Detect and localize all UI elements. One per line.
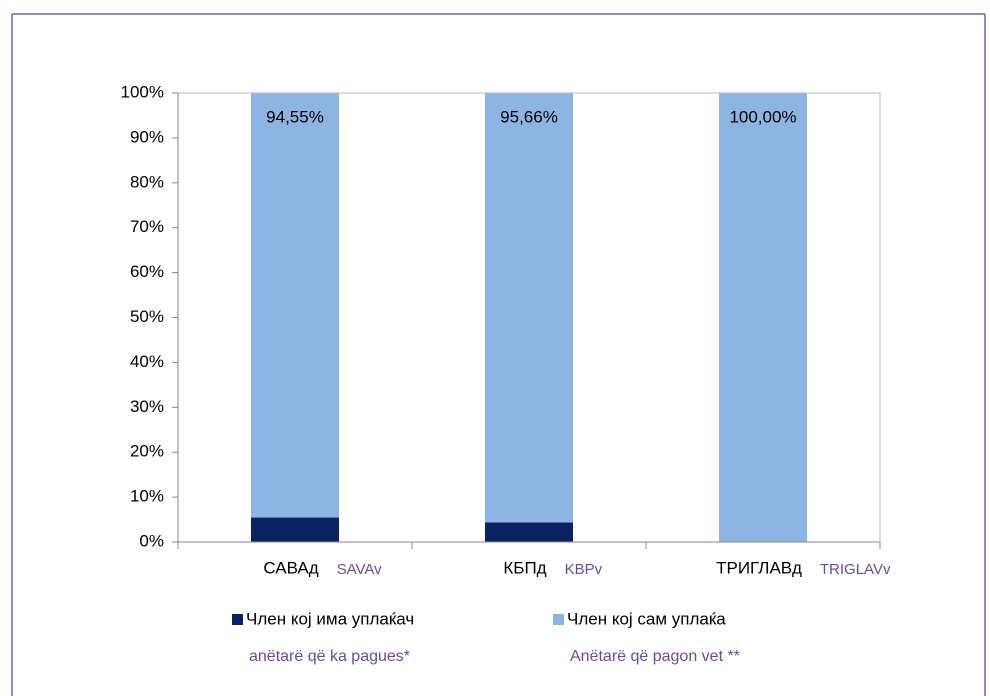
y-tick-label: 100%	[121, 82, 164, 101]
legend-label: Член кој сам уплаќа	[567, 609, 726, 628]
y-tick-label: 10%	[130, 487, 164, 506]
legend-translation: Anëtarë që pagon vet **	[570, 648, 740, 665]
x-tick-label: ТРИГЛАВд	[716, 558, 802, 577]
x-tick-translation: SAVAv	[337, 561, 383, 578]
y-tick-label: 60%	[130, 262, 164, 281]
legend-swatch	[553, 614, 564, 625]
legend-translation: anëtarë që ka pagues*	[249, 648, 410, 665]
legend-label: Член кој има уплаќач	[246, 609, 414, 628]
bar-segment	[485, 522, 573, 542]
y-tick-label: 70%	[130, 217, 164, 236]
y-tick-label: 40%	[130, 352, 164, 371]
x-tick-translation: KBPv	[565, 561, 603, 578]
x-tick-translation: TRIGLAVv	[820, 561, 891, 578]
data-label: 94,55%	[266, 107, 324, 126]
data-label: 95,66%	[500, 107, 558, 126]
y-tick-label: 90%	[130, 127, 164, 146]
y-tick-label: 50%	[130, 307, 164, 326]
bar-segment	[719, 93, 807, 542]
y-tick-label: 20%	[130, 442, 164, 461]
bar-segment	[251, 93, 339, 518]
x-tick-label: КБПд	[503, 558, 546, 577]
bar-segment	[251, 517, 339, 542]
bar-segment	[485, 93, 573, 523]
x-tick-label: САВАд	[263, 558, 318, 577]
y-tick-label: 0%	[139, 531, 164, 550]
y-tick-label: 30%	[130, 397, 164, 416]
legend-swatch	[232, 614, 243, 625]
data-label: 100,00%	[729, 107, 796, 126]
y-tick-label: 80%	[130, 172, 164, 191]
